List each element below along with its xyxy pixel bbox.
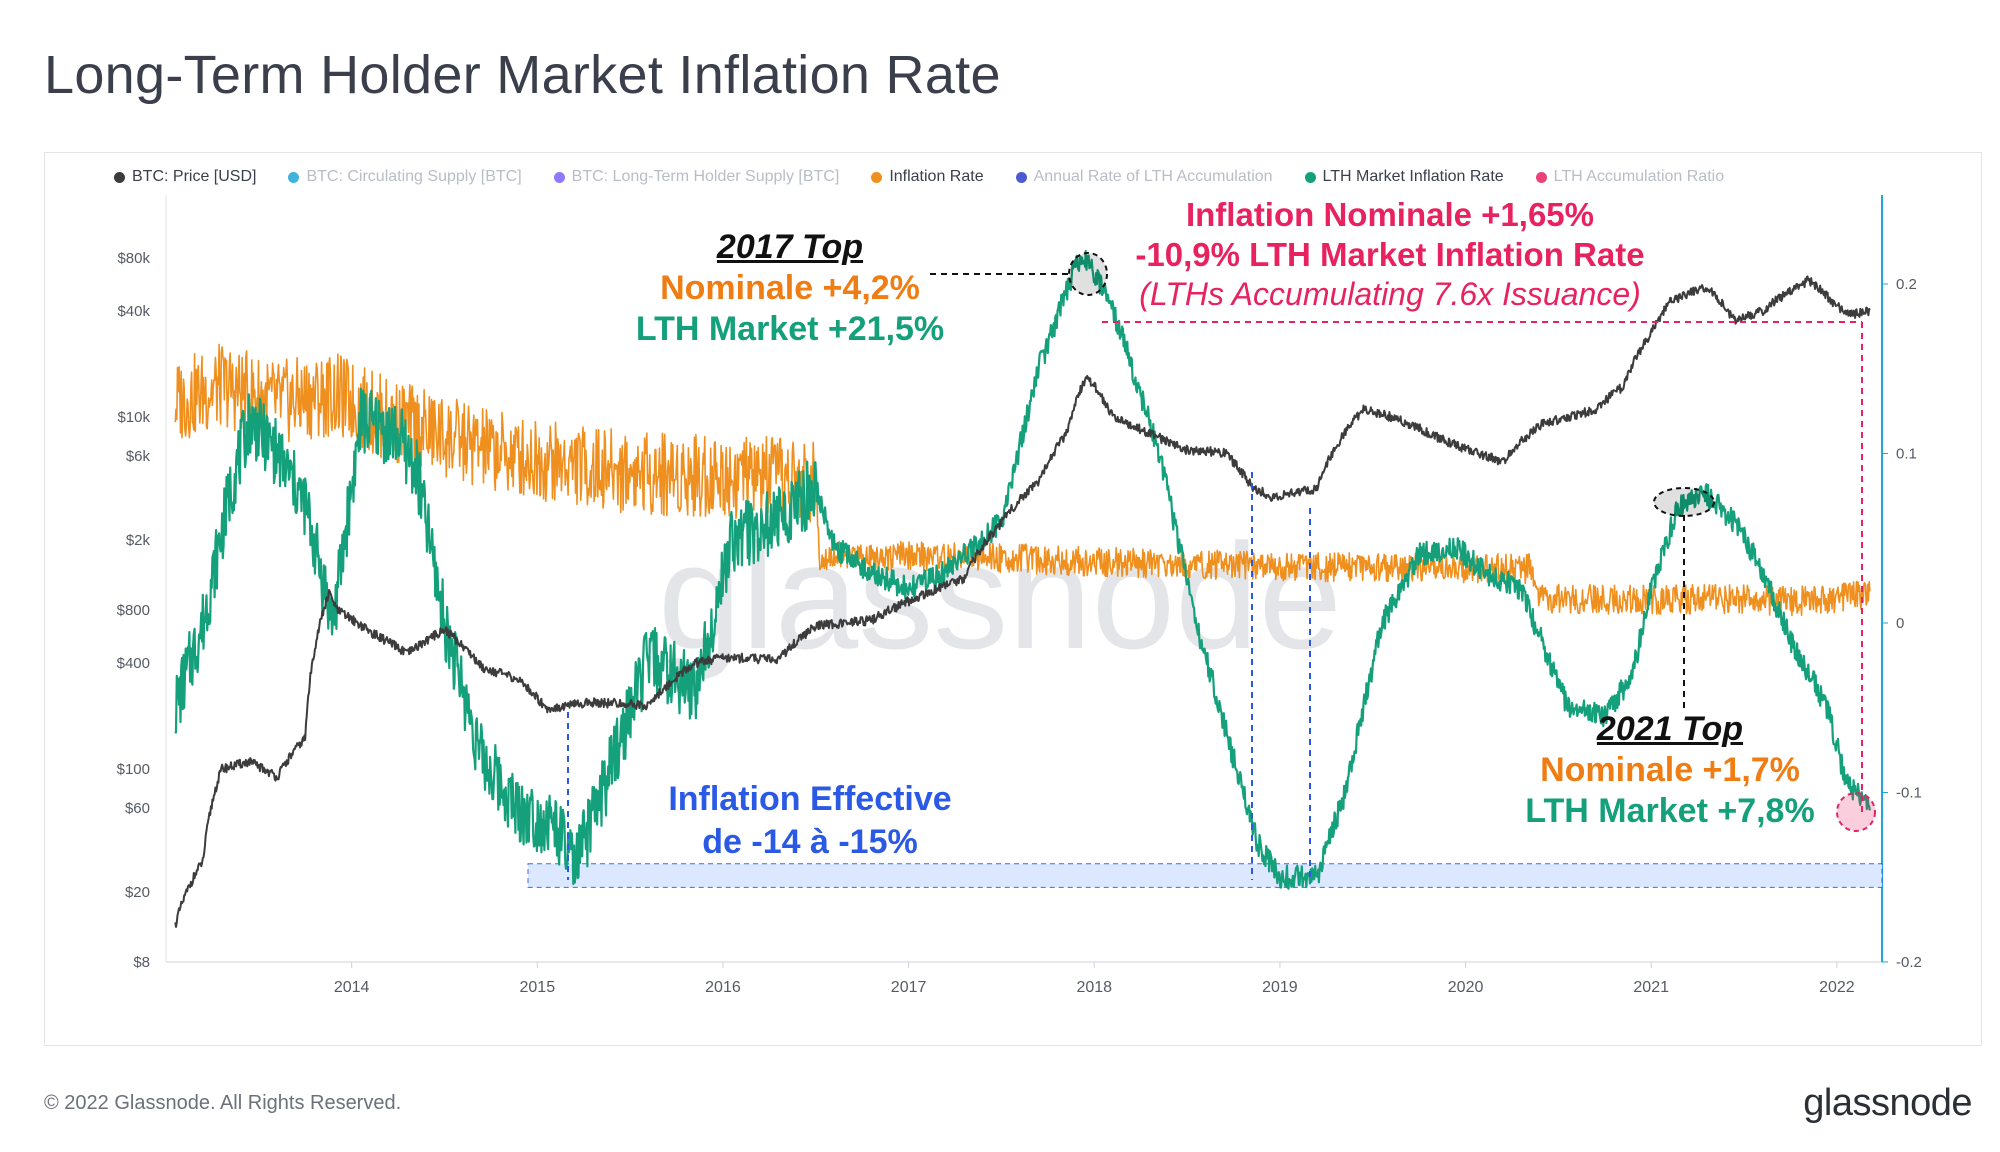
legend-item-price[interactable]: BTC: Price [USD] <box>114 168 256 186</box>
legend-dot-icon <box>288 171 300 183</box>
legend-label: BTC: Long-Term Holder Supply [BTC] <box>571 168 840 185</box>
y-left-tick-label: $2k <box>126 532 151 549</box>
annotation-2017-top: 2017 Top Nominale +4,2% LTH Market +21,5… <box>610 228 970 349</box>
y-left-tick-label: $80k <box>117 250 150 267</box>
annotation-2021-top: 2021 Top Nominale +1,7% LTH Market +7,8% <box>1490 710 1850 831</box>
x-tick-label: 2018 <box>1076 979 1112 996</box>
annotation-effective-line1: Inflation Effective <box>668 780 952 818</box>
x-tick-label: 2022 <box>1819 979 1855 996</box>
legend-label: BTC: Price [USD] <box>132 168 257 185</box>
legend-dot-icon <box>1535 171 1547 183</box>
highlight-current-point <box>1836 792 1876 832</box>
x-tick-label: 2017 <box>891 979 927 996</box>
annotation-current-lth: -10,9% LTH Market Inflation Rate <box>1135 236 1645 273</box>
legend-item-lth-market-inflation[interactable]: LTH Market Inflation Rate <box>1304 168 1504 186</box>
annotation-current-nominal: Inflation Nominale +1,65% <box>1185 196 1595 233</box>
annotation-2017-nominal: Nominale +4,2% <box>660 269 920 307</box>
x-tick-label: 2020 <box>1448 979 1484 996</box>
annotation-current-accumulating: (LTHs Accumulating 7.6x Issuance) <box>1139 276 1641 312</box>
series-btc-price-line <box>174 275 1871 928</box>
annotation-effective-line2: de -14 à -15% <box>702 823 918 861</box>
legend-dot-icon <box>1015 171 1027 183</box>
legend-item-circulating-supply[interactable]: BTC: Circulating Supply [BTC] <box>288 168 522 186</box>
legend-label: LTH Market Inflation Rate <box>1322 168 1504 185</box>
series-inflation-rate-line <box>174 343 1871 617</box>
annotation-2017-lth: LTH Market +21,5% <box>635 310 945 348</box>
legend-item-lth-supply[interactable]: BTC: Long-Term Holder Supply [BTC] <box>553 168 840 186</box>
footer-copyright: © 2022 Glassnode. All Rights Reserved. <box>44 1092 402 1114</box>
highlight-2017-peak <box>1068 252 1108 296</box>
x-tick-label: 2019 <box>1262 979 1298 996</box>
y-right-tick-label: 0.2 <box>1896 276 1917 293</box>
y-left-tick-label: $400 <box>117 655 150 672</box>
legend-dot-icon <box>114 171 125 183</box>
annotation-2021-nominal: Nominale +1,7% <box>1540 751 1800 789</box>
annotation-2021-heading: 2021 Top <box>1596 710 1744 748</box>
legend-dot-icon <box>553 171 565 183</box>
y-left-tick-label: $40k <box>117 303 150 320</box>
annotation-2021-lth: LTH Market +7,8% <box>1525 792 1815 830</box>
x-tick-label: 2016 <box>705 979 741 996</box>
series-lth-market-inflation-line <box>174 250 1871 890</box>
effective-inflation-band <box>527 863 1883 888</box>
legend-item-inflation-rate[interactable]: Inflation Rate <box>871 168 984 186</box>
annotation-2017-heading: 2017 Top <box>716 228 864 266</box>
x-tick-label: 2021 <box>1633 979 1669 996</box>
y-right-tick-label: 0.1 <box>1896 446 1917 463</box>
y-left-tick-label: $800 <box>117 602 150 619</box>
y-left-tick-label: $100 <box>117 761 150 778</box>
annotation-current: Inflation Nominale +1,65% -10,9% LTH Mar… <box>1110 196 1670 313</box>
chart-legend: BTC: Price [USD] BTC: Circulating Supply… <box>114 168 1724 186</box>
highlight-2021-peak <box>1653 487 1715 517</box>
y-left-tick-label: $6k <box>126 448 151 465</box>
legend-label: Inflation Rate <box>889 168 984 185</box>
x-tick-label: 2014 <box>334 979 370 996</box>
y-left-tick-label: $10k <box>117 409 150 426</box>
legend-dot-icon <box>1304 171 1316 183</box>
x-tick-label: 2015 <box>520 979 556 996</box>
chart-panel <box>44 152 1982 1046</box>
y-left-tick-label: $8 <box>133 954 150 971</box>
legend-item-lth-accumulation-ratio[interactable]: LTH Accumulation Ratio <box>1535 168 1725 186</box>
legend-label: BTC: Circulating Supply [BTC] <box>306 168 522 185</box>
annotation-effective-inflation: Inflation Effective de -14 à -15% <box>640 780 980 862</box>
footer-brand-logo[interactable]: glassnode <box>1803 1082 1972 1124</box>
page-title: Long-Term Holder Market Inflation Rate <box>44 45 1001 105</box>
y-right-tick-label: 0 <box>1896 615 1904 632</box>
y-left-tick-label: $60 <box>125 800 150 817</box>
y-right-tick-label: -0.1 <box>1896 785 1922 802</box>
legend-dot-icon <box>871 171 883 183</box>
legend-label: LTH Accumulation Ratio <box>1553 168 1725 185</box>
legend-item-annual-lth-accumulation[interactable]: Annual Rate of LTH Accumulation <box>1015 168 1273 186</box>
legend-label: Annual Rate of LTH Accumulation <box>1033 168 1273 185</box>
y-left-tick-label: $20 <box>125 884 150 901</box>
y-right-tick-label: -0.2 <box>1896 954 1922 971</box>
